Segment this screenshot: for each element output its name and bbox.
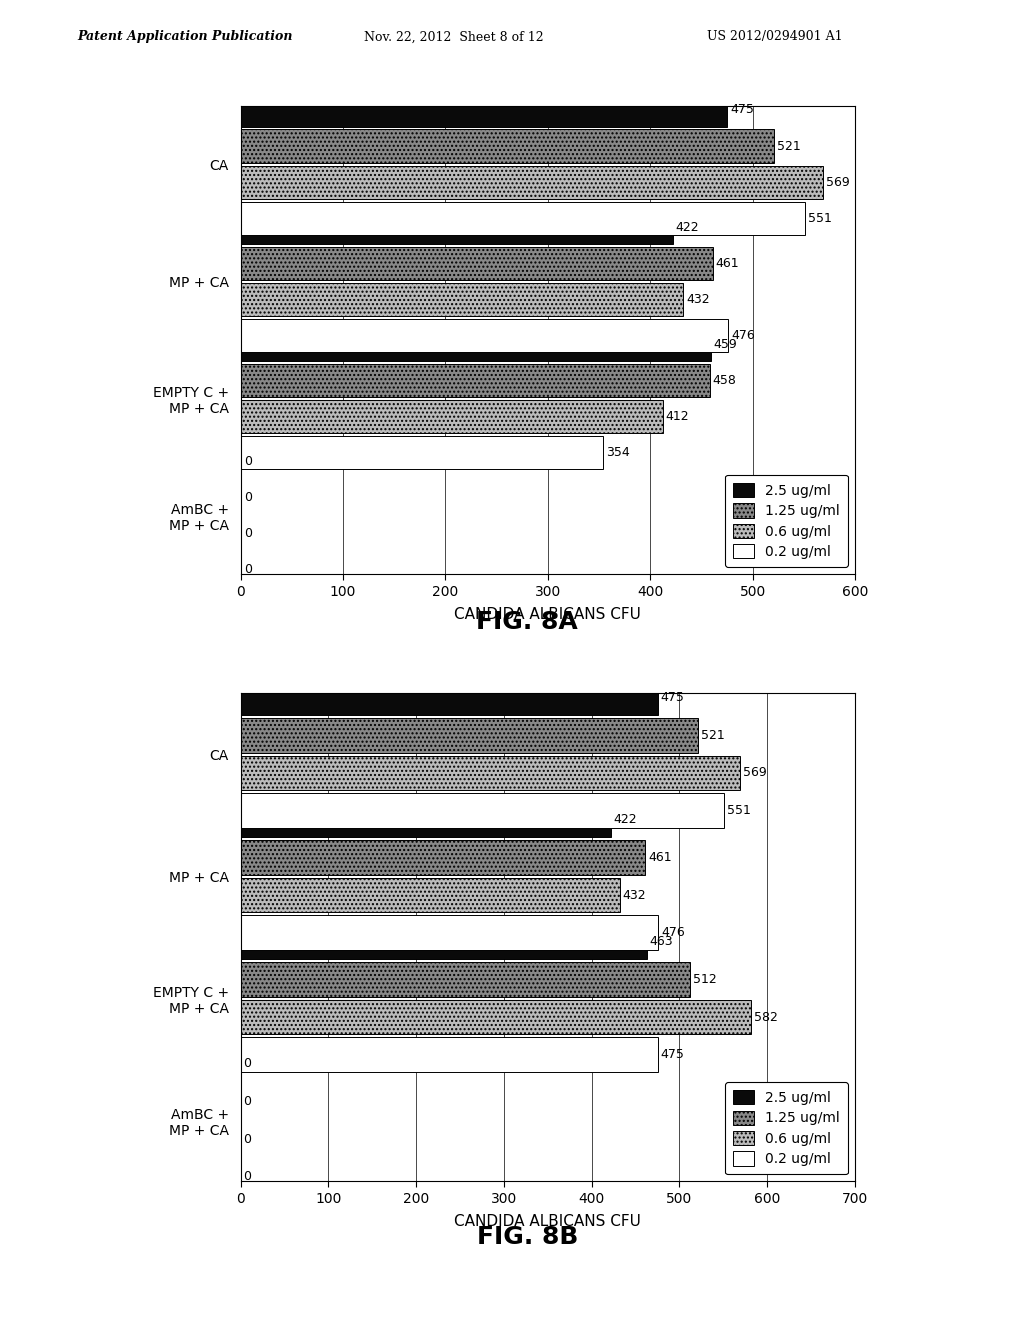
Text: 569: 569 (826, 176, 850, 189)
Text: 476: 476 (662, 927, 685, 940)
Bar (241, 915, 658, 950)
Text: 551: 551 (808, 213, 831, 224)
Text: 432: 432 (686, 293, 710, 306)
Text: 459: 459 (714, 338, 737, 351)
Text: 432: 432 (623, 888, 646, 902)
Text: 422: 422 (676, 220, 699, 234)
Text: 521: 521 (700, 729, 724, 742)
Text: 476: 476 (731, 329, 755, 342)
Text: 0: 0 (244, 1171, 251, 1184)
Text: 521: 521 (777, 140, 801, 153)
Text: 475: 475 (660, 690, 684, 704)
X-axis label: CANDIDA ALBICANS CFU: CANDIDA ALBICANS CFU (455, 607, 641, 622)
Text: 582: 582 (754, 1011, 778, 1023)
Bar (241, 680, 657, 715)
Text: 512: 512 (692, 973, 717, 986)
Text: 475: 475 (730, 103, 754, 116)
Text: Patent Application Publication: Patent Application Publication (77, 30, 292, 44)
Bar (241, 202, 805, 235)
Text: 0: 0 (244, 491, 252, 504)
Text: 412: 412 (666, 411, 689, 424)
Bar (241, 210, 673, 244)
Bar (241, 327, 711, 360)
Text: Nov. 22, 2012  Sheet 8 of 12: Nov. 22, 2012 Sheet 8 of 12 (364, 30, 543, 44)
Bar (241, 803, 611, 837)
Text: 0: 0 (244, 1057, 251, 1071)
Text: 0: 0 (244, 1096, 251, 1107)
Text: 475: 475 (660, 1048, 684, 1061)
Bar (241, 436, 603, 470)
Text: 569: 569 (742, 767, 766, 779)
Bar (241, 94, 727, 127)
Legend: 2.5 ug/ml, 1.25 ug/ml, 0.6 ug/ml, 0.2 ug/ml: 2.5 ug/ml, 1.25 ug/ml, 0.6 ug/ml, 0.2 ug… (725, 475, 848, 568)
Text: 354: 354 (606, 446, 630, 459)
Bar (241, 793, 724, 828)
Bar (241, 878, 620, 912)
Bar (241, 924, 647, 960)
Bar (241, 129, 774, 162)
Text: 551: 551 (727, 804, 751, 817)
Bar (241, 364, 710, 397)
Bar (241, 962, 690, 997)
Bar (241, 999, 752, 1035)
X-axis label: CANDIDA ALBICANS CFU: CANDIDA ALBICANS CFU (455, 1214, 641, 1229)
Text: 0: 0 (244, 527, 252, 540)
Bar (241, 1038, 657, 1072)
Bar (241, 319, 728, 352)
Text: 463: 463 (649, 935, 673, 948)
Text: 458: 458 (713, 374, 736, 387)
Text: FIG. 8A: FIG. 8A (476, 610, 579, 634)
Bar (241, 755, 740, 791)
Text: 0: 0 (244, 564, 252, 577)
Text: 0: 0 (244, 455, 252, 467)
Bar (241, 400, 663, 433)
Bar (241, 718, 698, 752)
Text: FIG. 8B: FIG. 8B (477, 1225, 578, 1249)
Text: 0: 0 (244, 1133, 251, 1146)
Text: 422: 422 (613, 813, 637, 826)
Bar (241, 840, 645, 875)
Bar (241, 247, 713, 280)
Text: US 2012/0294901 A1: US 2012/0294901 A1 (707, 30, 842, 44)
Bar (241, 282, 683, 315)
Legend: 2.5 ug/ml, 1.25 ug/ml, 0.6 ug/ml, 0.2 ug/ml: 2.5 ug/ml, 1.25 ug/ml, 0.6 ug/ml, 0.2 ug… (725, 1082, 848, 1175)
Bar (241, 165, 823, 199)
Text: 461: 461 (716, 256, 739, 269)
Text: 461: 461 (648, 851, 672, 863)
